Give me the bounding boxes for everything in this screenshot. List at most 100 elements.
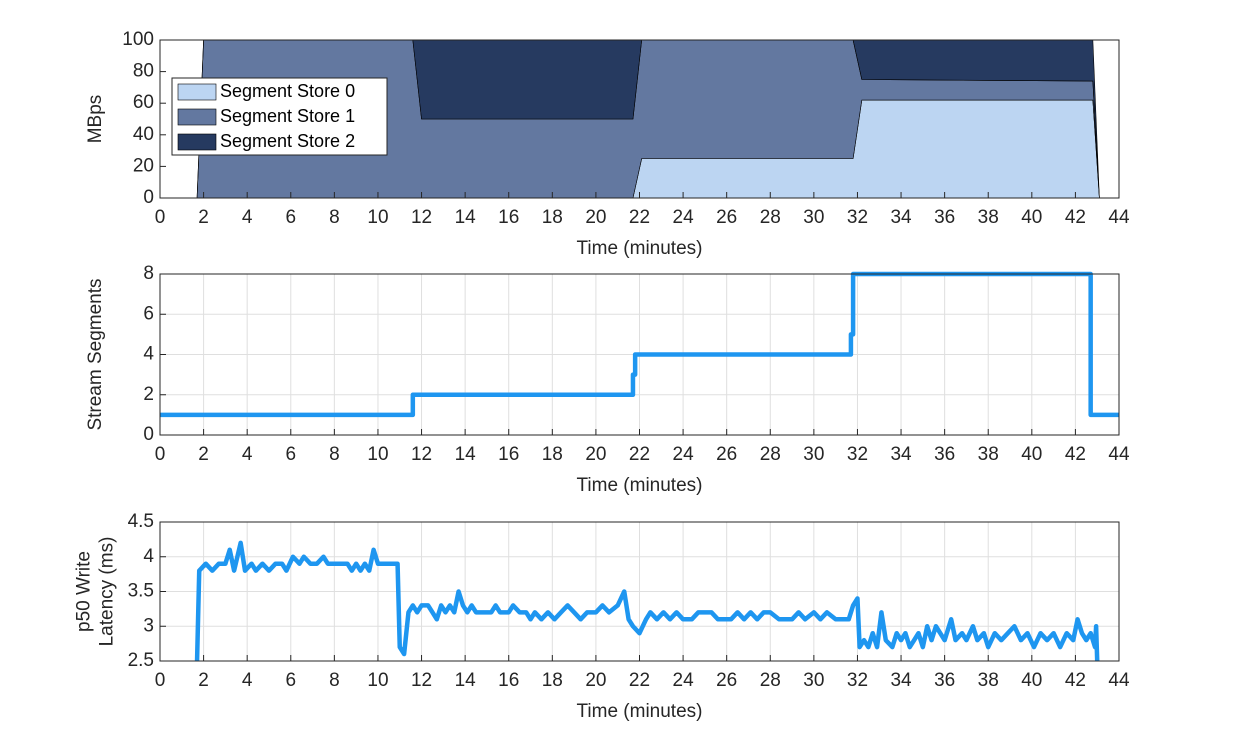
- x-tick-label: 34: [890, 444, 912, 465]
- x-tick-label: 22: [629, 444, 650, 465]
- x-tick-label: 12: [411, 207, 432, 228]
- y-tick-label: 0: [143, 424, 154, 445]
- y-tick-label: 3.5: [128, 581, 154, 602]
- legend-swatch: [177, 133, 217, 151]
- x-tick-label: 2: [198, 444, 209, 465]
- y-axis-label: MBps: [85, 95, 106, 144]
- x-tick-label: 20: [585, 207, 606, 228]
- x-tick-label: 10: [367, 670, 388, 691]
- x-tick-label: 44: [1108, 444, 1130, 465]
- x-tick-label: 38: [978, 207, 999, 228]
- x-tick-label: 8: [329, 444, 340, 465]
- legend-label: Segment Store 1: [220, 106, 355, 126]
- x-tick-label: 0: [155, 670, 166, 691]
- x-tick-label: 14: [455, 207, 477, 228]
- y-tick-label: 2.5: [128, 650, 154, 671]
- x-tick-label: 14: [455, 444, 477, 465]
- y-tick-label: 6: [143, 303, 154, 324]
- x-tick-label: 24: [673, 670, 695, 691]
- line: [194, 540, 1100, 662]
- y-tick-label: 40: [133, 124, 154, 145]
- x-tick-label: 40: [1021, 444, 1042, 465]
- x-tick-label: 30: [803, 670, 824, 691]
- x-tick-label: 2: [198, 207, 209, 228]
- x-tick-label: 4: [242, 207, 253, 228]
- x-tick-label: 26: [716, 670, 737, 691]
- x-tick-label: 22: [629, 670, 650, 691]
- x-tick-label: 30: [803, 207, 824, 228]
- y-tick-label: 8: [143, 263, 154, 284]
- x-tick-label: 4: [242, 444, 253, 465]
- x-tick-label: 28: [760, 670, 781, 691]
- x-tick-label: 42: [1065, 207, 1086, 228]
- x-tick-label: 18: [542, 444, 563, 465]
- x-tick-label: 32: [847, 207, 868, 228]
- x-tick-label: 32: [847, 444, 868, 465]
- x-tick-label: 6: [285, 207, 296, 228]
- x-axis-label: Time (minutes): [577, 701, 703, 722]
- x-tick-label: 18: [542, 207, 563, 228]
- x-axis-label: Time (minutes): [577, 475, 703, 496]
- x-tick-label: 42: [1065, 670, 1086, 691]
- plot-content: [194, 540, 1100, 662]
- y-tick-label: 4: [143, 546, 154, 567]
- x-tick-label: 10: [367, 207, 388, 228]
- x-tick-label: 6: [285, 670, 296, 691]
- x-tick-label: 32: [847, 670, 868, 691]
- x-tick-label: 42: [1065, 444, 1086, 465]
- x-tick-label: 12: [411, 444, 432, 465]
- y-tick-label: 0: [143, 187, 154, 208]
- x-tick-label: 16: [498, 670, 519, 691]
- y-axis-label: Latency (ms): [97, 537, 118, 647]
- x-tick-label: 2: [198, 670, 209, 691]
- x-tick-label: 40: [1021, 670, 1042, 691]
- x-tick-label: 28: [760, 207, 781, 228]
- x-tick-label: 26: [716, 444, 737, 465]
- legend-label: Segment Store 2: [220, 131, 355, 151]
- y-axis-label: Stream Segments: [85, 278, 106, 430]
- x-tick-label: 34: [890, 207, 912, 228]
- x-tick-label: 24: [673, 207, 695, 228]
- x-tick-label: 10: [367, 444, 388, 465]
- x-tick-label: 44: [1108, 670, 1130, 691]
- x-tick-label: 24: [673, 444, 695, 465]
- x-tick-label: 44: [1108, 207, 1130, 228]
- x-tick-label: 20: [585, 670, 606, 691]
- x-tick-label: 20: [585, 444, 606, 465]
- x-tick-label: 34: [890, 670, 912, 691]
- y-tick-label: 60: [133, 92, 154, 113]
- y-tick-label: 4: [143, 344, 154, 365]
- x-tick-label: 40: [1021, 207, 1042, 228]
- x-tick-label: 36: [934, 444, 955, 465]
- x-tick-label: 36: [934, 670, 955, 691]
- x-tick-label: 26: [716, 207, 737, 228]
- y-tick-label: 4.5: [128, 511, 154, 532]
- y-axis-label: p50 Write: [74, 551, 95, 632]
- x-tick-label: 0: [155, 444, 166, 465]
- y-tick-label: 2: [143, 384, 154, 405]
- x-tick-label: 0: [155, 207, 166, 228]
- x-tick-label: 12: [411, 670, 432, 691]
- x-tick-label: 16: [498, 207, 519, 228]
- y-tick-label: 3: [143, 615, 154, 636]
- x-tick-label: 38: [978, 670, 999, 691]
- x-tick-label: 18: [542, 670, 563, 691]
- legend-swatch: [177, 83, 217, 101]
- x-axis-label: Time (minutes): [577, 238, 703, 259]
- x-tick-label: 28: [760, 444, 781, 465]
- y-tick-label: 20: [133, 155, 154, 176]
- x-tick-label: 8: [329, 207, 340, 228]
- x-tick-label: 4: [242, 670, 253, 691]
- x-tick-label: 14: [455, 670, 477, 691]
- x-tick-label: 36: [934, 207, 955, 228]
- x-tick-label: 16: [498, 444, 519, 465]
- x-tick-label: 8: [329, 670, 340, 691]
- x-tick-label: 22: [629, 207, 650, 228]
- legend-swatch: [177, 108, 217, 126]
- y-tick-label: 80: [133, 61, 154, 82]
- legend-label: Segment Store 0: [220, 81, 355, 101]
- y-tick-label: 100: [122, 29, 154, 50]
- x-tick-label: 38: [978, 444, 999, 465]
- x-tick-label: 6: [285, 444, 296, 465]
